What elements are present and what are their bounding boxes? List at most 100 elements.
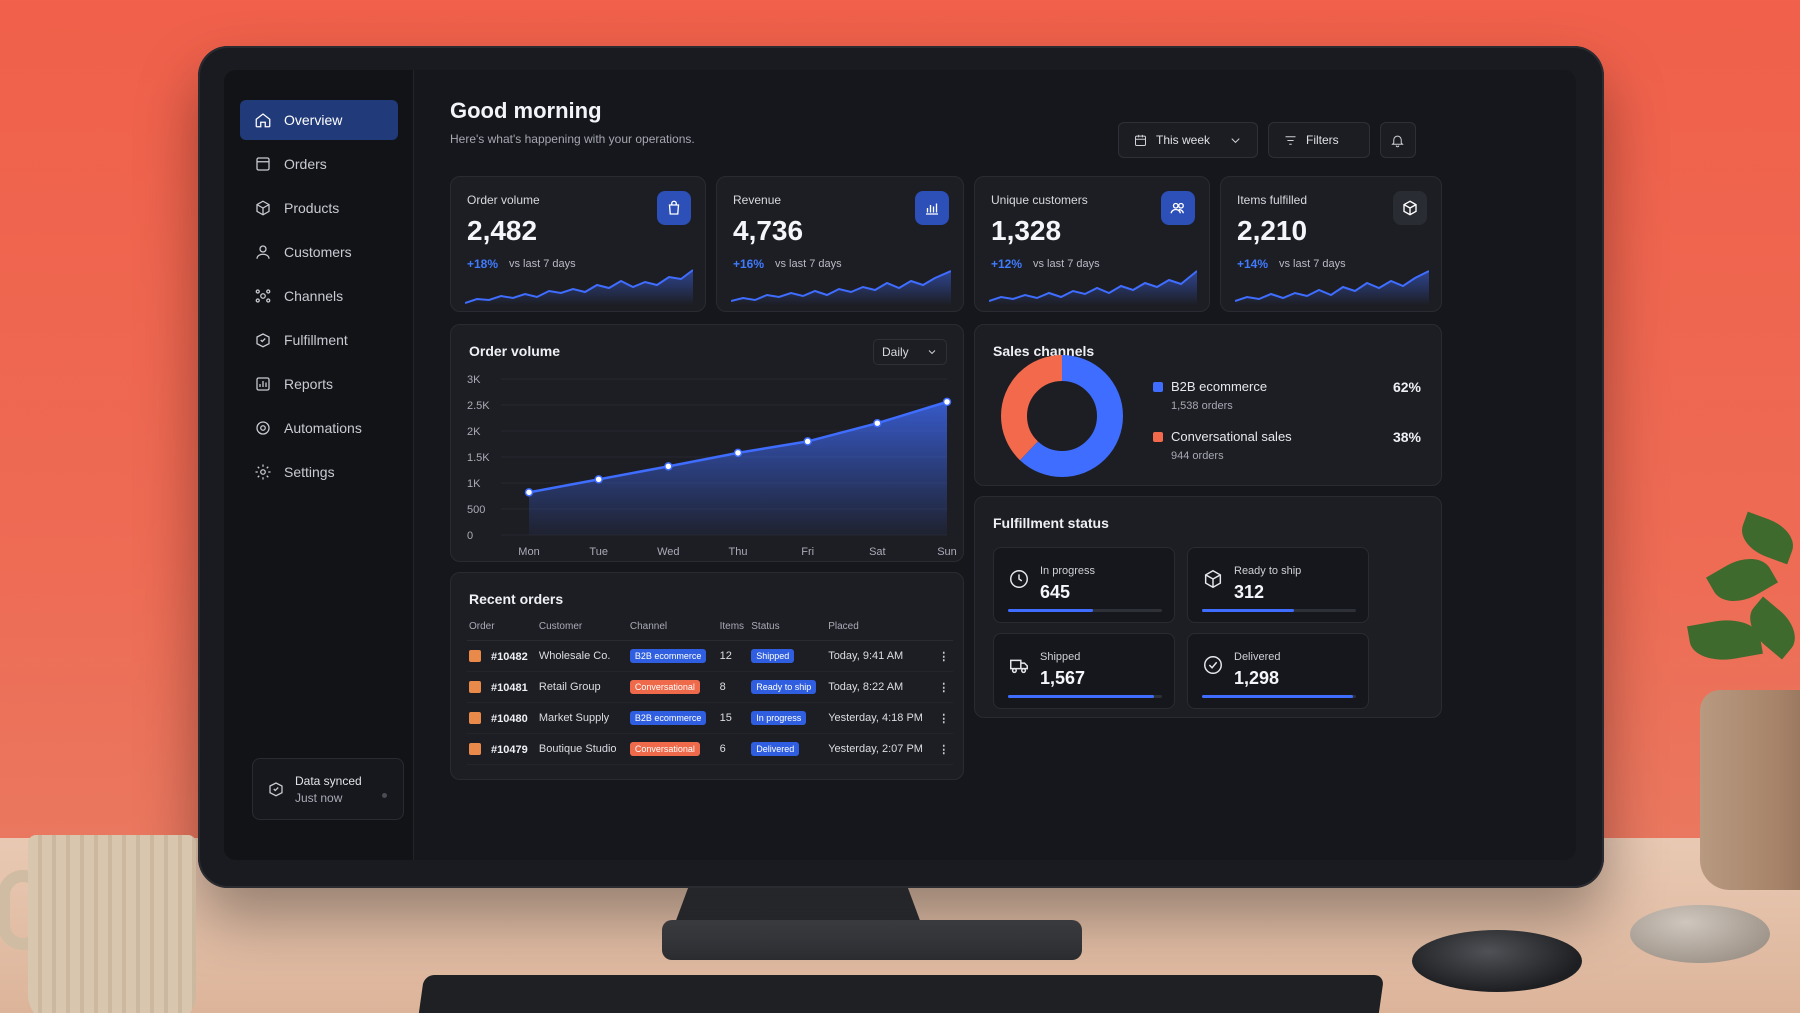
column-header[interactable]: Customer [536,617,628,641]
filters-button[interactable]: Filters [1268,122,1370,158]
legend-orders: 944 orders [1171,450,1224,462]
sidebar-item-label: Customers [284,244,352,260]
fulfillment-progress [1202,609,1356,612]
sidebar-item-label: Fulfillment [284,332,348,348]
channel-badge: B2B ecommerce [629,649,707,663]
order-id[interactable]: #10481 [491,681,528,694]
sidebar-item-fulfillment[interactable]: Fulfillment [240,320,398,360]
kpi-card-items-fulfilled[interactable]: Items fulfilled 2,210 +14% vs last 7 day… [1220,176,1442,312]
kpi-note: vs last 7 days [509,258,576,270]
sidebar-item-customers[interactable]: Customers [240,232,398,272]
x-tick-label: Thu [729,546,748,558]
order-id[interactable]: #10479 [491,743,528,756]
recent-orders-title: Recent orders [469,591,564,607]
items-cell: 15 [717,702,750,734]
fulfillment-progress-fill [1202,695,1353,698]
y-tick-label: 3K [467,374,481,386]
customer-cell: Wholesale Co. [536,640,628,672]
sidebar-item-reports[interactable]: Reports [240,364,398,404]
column-header-actions [936,617,953,641]
bar-chart-icon [915,191,949,225]
items-cell: 8 [717,671,750,703]
column-header[interactable]: Placed [826,617,937,641]
data-point [733,448,743,458]
fulfillment-progress [1202,695,1356,698]
package-icon [1204,569,1222,589]
kpi-sparkline [731,270,951,305]
column-header[interactable]: Order [467,617,537,641]
more-options-icon[interactable]: ⋮ [938,743,950,756]
status-badge: In progress [751,711,807,725]
more-options-icon[interactable]: ⋮ [938,681,950,694]
recent-orders-card: Recent orders Order Customer Channel Ite… [450,572,964,780]
notifications-button[interactable] [1380,122,1416,158]
legend-item-conversational: Conversational sales 944 orders [1153,429,1292,462]
kpi-label: Unique customers [991,193,1088,207]
donut-slice [1001,355,1123,477]
sidebar-item-label: Settings [284,464,335,480]
legend-name: Conversational sales [1171,429,1292,444]
order-cell: #10482 [467,640,537,672]
sidebar-item-products[interactable]: Products [240,188,398,228]
sidebar-item-channels[interactable]: Channels [240,276,398,316]
fulfillment-tile-ready-to-ship[interactable]: Ready to ship 312 [1187,547,1369,623]
kpi-card-order-volume[interactable]: Order volume 2,482 +18% vs last 7 days [450,176,706,312]
period-select[interactable]: Daily [873,339,947,365]
order-id[interactable]: #10480 [491,712,528,725]
sidebar-item-label: Reports [284,376,334,392]
y-tick-label: 0 [467,530,473,542]
channels-icon [255,289,271,303]
table-row[interactable]: #10480 Market Supply B2B ecommerce 15 In pro… [467,702,953,734]
table-row[interactable]: #10481 Retail Group Conversational 8 Ready t… [467,671,953,703]
legend-swatch [1153,382,1163,392]
keyboard [415,975,1385,1013]
sidebar-item-automations[interactable]: Automations [240,408,398,448]
x-tick-label: Mon [518,546,539,558]
cube-icon [256,200,270,216]
orders-icon [256,157,270,171]
kpi-value: 2,210 [1237,215,1308,246]
y-tick-label: 2.5K [467,400,490,412]
sidebar-item-settings[interactable]: Settings [240,452,398,492]
x-tick-label: Fri [801,546,814,558]
fulfillment-progress-fill [1202,609,1295,612]
column-header[interactable]: Status [749,617,827,641]
status-cell: In progress [749,702,827,734]
order-cell: #10481 [467,671,537,703]
chevron-down-icon [1231,137,1240,143]
more-options-icon[interactable]: ⋮ [938,650,950,663]
date-range-select[interactable]: This week [1118,122,1258,158]
fulfillment-tile-in-progress[interactable]: In progress 645 [993,547,1175,623]
date-range-label: This week [1156,133,1211,147]
fulfillment-tile-shipped[interactable]: Shipped 1,567 [993,633,1175,709]
legend-name: B2B ecommerce [1171,379,1268,394]
package-icon [469,711,481,724]
kpi-note: vs last 7 days [775,258,842,270]
customer-cell: Market Supply [536,702,628,734]
row-actions: ⋮ [936,640,953,672]
kpi-card-unique-customers[interactable]: Unique customers 1,328 +12% vs last 7 da… [974,176,1210,312]
legend-item-b2b: B2B ecommerce 1,538 orders [1153,379,1267,412]
kpi-value: 2,482 [467,215,538,246]
kpi-card-revenue[interactable]: Revenue 4,736 +16% vs last 7 days [716,176,964,312]
monitor-stand-base [662,920,1082,960]
fulfillment-tile-delivered[interactable]: Delivered 1,298 [1187,633,1369,709]
fulfillment-value: 312 [1234,582,1265,602]
fulfillment-progress-fill [1008,609,1093,612]
column-header[interactable]: Channel [627,617,718,641]
order-id[interactable]: #10482 [491,650,528,663]
period-select-label: Daily [882,345,909,359]
kpi-sparkline [1235,270,1429,305]
channel-cell: Conversational [627,671,718,703]
fulfillment-label: Ready to ship [1234,565,1302,577]
sidebar-item-orders[interactable]: Orders [240,144,398,184]
kpi-value: 4,736 [733,215,804,246]
kpi-label: Items fulfilled [1237,193,1308,207]
more-options-icon[interactable]: ⋮ [938,712,950,725]
table-row[interactable]: #10482 Wholesale Co. B2B ecommerce 12 Shippe… [467,640,953,672]
fulfillment-value: 1,298 [1234,668,1280,688]
sidebar-item-overview[interactable]: Overview [240,100,398,140]
kpi-label: Order volume [467,193,540,207]
table-row[interactable]: #10479 Boutique Studio Conversational 6 Deli… [467,733,953,765]
column-header[interactable]: Items [717,617,750,641]
